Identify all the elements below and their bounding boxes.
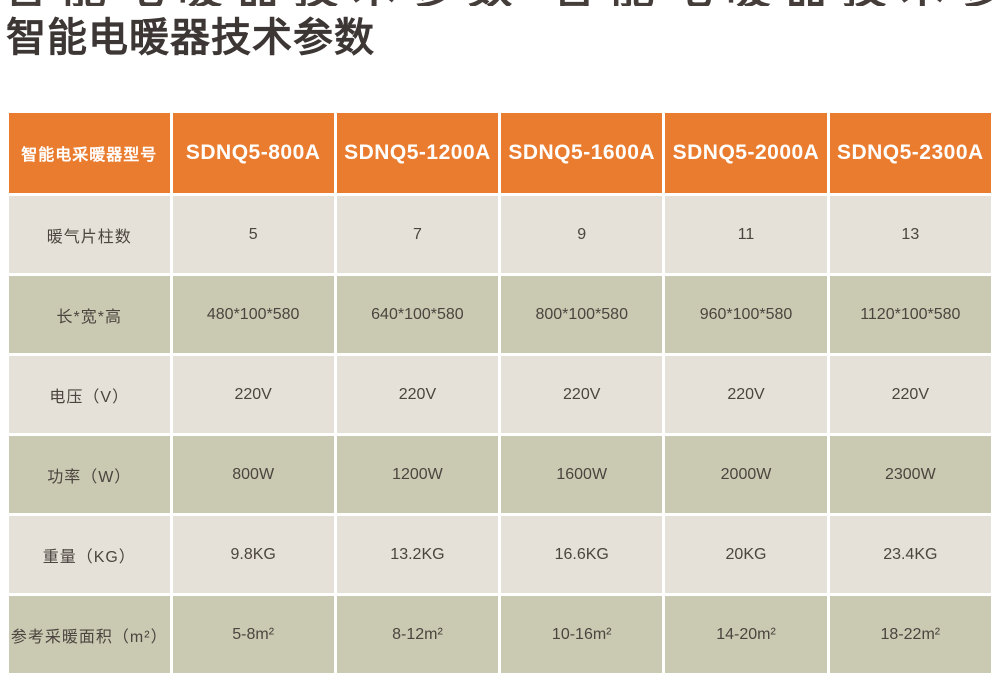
cell-value: 7 bbox=[336, 196, 499, 273]
table-row-columns: 暖气片柱数 5 7 9 11 13 bbox=[9, 196, 991, 273]
cell-value: 480*100*580 bbox=[172, 276, 334, 353]
cell-value: 640*100*580 bbox=[336, 276, 499, 353]
cell-value: 9 bbox=[501, 196, 663, 273]
cell-value: 800*100*580 bbox=[501, 276, 663, 353]
cropped-text-fragment: 智能电暖器技术参数 智能电暖器技术参数 bbox=[4, 0, 1000, 6]
cell-value: 16.6KG bbox=[501, 516, 663, 593]
table-row-power: 功率（W） 800W 1200W 1600W 2000W 2300W bbox=[9, 436, 991, 513]
model-header-1600a: SDNQ5-1600A bbox=[501, 113, 663, 193]
cell-value: 14-20m² bbox=[665, 596, 827, 673]
row-label: 电压（V） bbox=[9, 356, 170, 433]
model-header-1200a: SDNQ5-1200A bbox=[336, 113, 499, 193]
model-header-2300a: SDNQ5-2300A bbox=[829, 113, 991, 193]
cell-value: 13.2KG bbox=[336, 516, 499, 593]
table-row-heating-area: 参考采暖面积（m²） 5-8m² 8-12m² 10-16m² 14-20m² … bbox=[9, 596, 991, 673]
cell-value: 2300W bbox=[829, 436, 991, 513]
cell-value: 1120*100*580 bbox=[829, 276, 991, 353]
cell-value: 5-8m² bbox=[172, 596, 334, 673]
cell-value: 220V bbox=[336, 356, 499, 433]
cell-value: 2000W bbox=[665, 436, 827, 513]
cell-value: 220V bbox=[829, 356, 991, 433]
page-title: 智能电暖器技术参数 bbox=[6, 16, 375, 60]
row-label: 功率（W） bbox=[9, 436, 170, 513]
cell-value: 23.4KG bbox=[829, 516, 991, 593]
table-row-weight: 重量（KG） 9.8KG 13.2KG 16.6KG 20KG 23.4KG bbox=[9, 516, 991, 593]
spec-table: 智能电采暖器型号 SDNQ5-800A SDNQ5-1200A SDNQ5-16… bbox=[6, 110, 994, 676]
cell-value: 11 bbox=[665, 196, 827, 273]
model-header-800a: SDNQ5-800A bbox=[172, 113, 334, 193]
cell-value: 220V bbox=[665, 356, 827, 433]
cell-value: 20KG bbox=[665, 516, 827, 593]
cell-value: 8-12m² bbox=[336, 596, 499, 673]
table-row-voltage: 电压（V） 220V 220V 220V 220V 220V bbox=[9, 356, 991, 433]
model-header-2000a: SDNQ5-2000A bbox=[665, 113, 827, 193]
cell-value: 1200W bbox=[336, 436, 499, 513]
row-label: 长*宽*高 bbox=[9, 276, 170, 353]
cell-value: 5 bbox=[172, 196, 334, 273]
cell-value: 220V bbox=[501, 356, 663, 433]
table-header-row: 智能电采暖器型号 SDNQ5-800A SDNQ5-1200A SDNQ5-16… bbox=[9, 113, 991, 193]
table-row-dimensions: 长*宽*高 480*100*580 640*100*580 800*100*58… bbox=[9, 276, 991, 353]
cell-value: 18-22m² bbox=[829, 596, 991, 673]
cell-value: 800W bbox=[172, 436, 334, 513]
row-label: 参考采暖面积（m²） bbox=[9, 596, 170, 673]
cell-value: 13 bbox=[829, 196, 991, 273]
cell-value: 220V bbox=[172, 356, 334, 433]
cell-value: 10-16m² bbox=[501, 596, 663, 673]
corner-header: 智能电采暖器型号 bbox=[9, 113, 170, 193]
row-label: 重量（KG） bbox=[9, 516, 170, 593]
cell-value: 9.8KG bbox=[172, 516, 334, 593]
row-label: 暖气片柱数 bbox=[9, 196, 170, 273]
cell-value: 1600W bbox=[501, 436, 663, 513]
cell-value: 960*100*580 bbox=[665, 276, 827, 353]
